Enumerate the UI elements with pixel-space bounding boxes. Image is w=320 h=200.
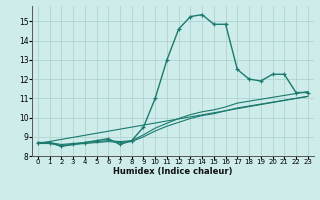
X-axis label: Humidex (Indice chaleur): Humidex (Indice chaleur) xyxy=(113,167,233,176)
